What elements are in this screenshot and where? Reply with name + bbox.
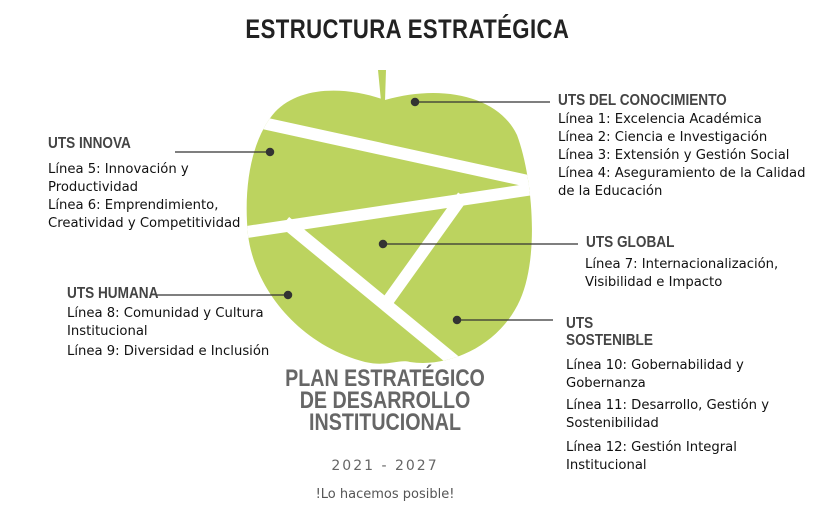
- line-item: Visibilidad e Impacto: [585, 275, 723, 290]
- line-item: Línea 1: Excelencia Académica: [558, 112, 762, 127]
- plan-title-line-3: INSTITUCIONAL: [309, 409, 461, 436]
- cut-top: [246, 112, 532, 194]
- plan-title-line-1: PLAN ESTRATÉGICO: [285, 365, 485, 392]
- apple-stem: [378, 70, 386, 101]
- line-item: Gobernanza: [566, 376, 646, 391]
- line-item: Línea 9: Diversidad e Inclusión: [67, 344, 270, 359]
- section-lines-sostenible: Línea 10: Gobernabilidad y Gobernanza Lí…: [566, 357, 769, 475]
- section-title-innova: UTS INNOVA: [48, 135, 131, 152]
- section-lines-humana: Línea 8: Comunidad y Cultura Institucion…: [67, 305, 269, 361]
- section-title-global: UTS GLOBAL: [586, 234, 675, 251]
- line-item: Sostenibilidad: [566, 416, 659, 431]
- line-item: Línea 10: Gobernabilidad y: [566, 358, 744, 373]
- line-item: Línea 4: Aseguramiento de la Calidad: [558, 166, 806, 181]
- apple-body: [246, 90, 532, 364]
- cut-left-diagonal: [280, 216, 470, 364]
- plan-title-line-2: DE DESARROLLO: [299, 387, 471, 414]
- section-title-conocimiento: UTS DEL CONOCIMIENTO: [558, 92, 727, 109]
- page-title: ESTRUCTURA ESTRATÉGICA: [245, 14, 570, 44]
- section-title-humana: UTS HUMANA: [67, 285, 159, 302]
- line-item: Línea 3: Extensión y Gestión Social: [558, 148, 790, 163]
- section-title-sostenible-2: SOSTENIBLE: [566, 332, 653, 349]
- line-item: Línea 7: Internacionalización,: [585, 257, 779, 272]
- section-lines-innova: Línea 5: Innovación y Productividad Líne…: [48, 161, 240, 233]
- plan-years: 2021 - 2027: [331, 458, 439, 474]
- plan-title: PLAN ESTRATÉGICO DE DESARROLLO INSTITUCI…: [274, 365, 495, 436]
- line-item: Productividad: [48, 180, 139, 195]
- line-item: Línea 6: Emprendimiento,: [48, 198, 219, 213]
- line-item: Institucional: [566, 458, 647, 473]
- section-title-sostenible-1: UTS: [566, 315, 594, 332]
- line-item: de la Educación: [558, 184, 663, 199]
- section-lines-global: Línea 7: Internacionalización, Visibilid…: [585, 256, 778, 292]
- line-item: Línea 11: Desarrollo, Gestión y: [566, 398, 770, 413]
- section-lines-conocimiento: Línea 1: Excelencia Académica Línea 2: C…: [558, 111, 806, 201]
- line-item: Línea 8: Comunidad y Cultura: [67, 306, 264, 321]
- slogan: !Lo hacemos posible!: [315, 487, 455, 502]
- line-item: Línea 12: Gestión Integral: [566, 440, 737, 455]
- line-item: Línea 2: Ciencia e Investigación: [558, 130, 768, 145]
- line-item: Línea 5: Innovación y: [48, 162, 189, 177]
- cut-right-diagonal: [380, 192, 468, 309]
- line-item: Institucional: [67, 324, 148, 339]
- line-item: Creatividad y Competitividad: [48, 216, 241, 231]
